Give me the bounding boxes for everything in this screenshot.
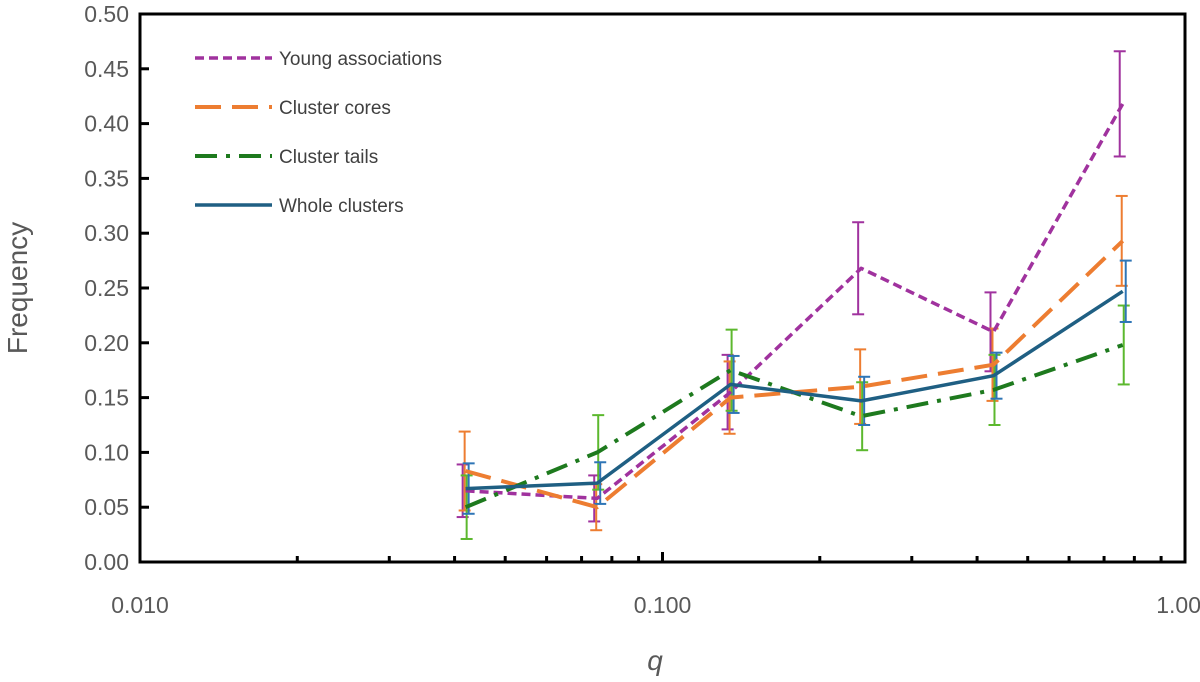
y-tick-label: 0.00 xyxy=(84,549,129,575)
axes: 0.010 0.100 1.000 0.00 0.05 0.10 0.15 0.20 0.25 0… xyxy=(84,1,1200,618)
x-tick-label: 0.010 xyxy=(111,592,169,618)
series-line xyxy=(465,289,1124,491)
legend-label: Young associations xyxy=(279,49,442,70)
x-tick-label: 1.000 xyxy=(1156,592,1200,618)
legend-label: Cluster tails xyxy=(279,147,378,168)
y-tick-label: 0.15 xyxy=(84,385,129,411)
plot-frame xyxy=(138,12,1187,564)
x-tick-label: 0.100 xyxy=(634,592,692,618)
series-line xyxy=(465,103,1125,501)
y-tick-label: 0.05 xyxy=(84,494,129,520)
error-bars xyxy=(456,50,1132,540)
y-tick-label: 0.20 xyxy=(84,330,129,356)
y-tick-label: 0.25 xyxy=(84,275,129,301)
x-axis-title: q xyxy=(647,645,663,676)
y-tick-label: 0.40 xyxy=(84,111,129,137)
legend-label: Whole clusters xyxy=(279,196,404,217)
y-tick-label: 0.30 xyxy=(84,220,129,246)
y-tick-label: 0.10 xyxy=(84,439,129,465)
y-tick-label: 0.50 xyxy=(84,1,129,27)
y-axis-title: Frequency xyxy=(2,222,33,354)
legend: Young associations Cluster cores Cluster t… xyxy=(195,49,442,217)
y-tick-label: 0.45 xyxy=(84,56,129,82)
y-tick-label: 0.35 xyxy=(84,165,129,191)
series-lines xyxy=(464,103,1125,510)
legend-label: Cluster cores xyxy=(279,98,391,119)
